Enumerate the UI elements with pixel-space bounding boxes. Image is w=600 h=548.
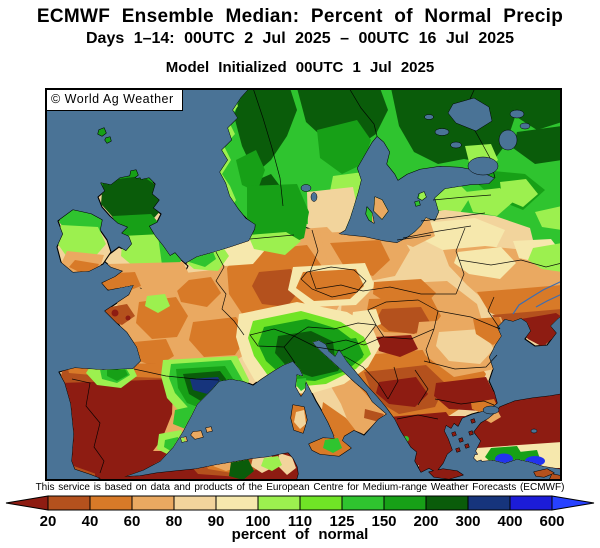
lakes [300,97,538,434]
rivers [512,280,562,315]
legend-arrow-left [5,495,49,511]
legend-segment [509,495,553,511]
country-borders [71,88,562,474]
legend-colorbar: 20 40 60 80 90 100 110 125 150 200 300 400 600 [5,495,595,530]
legend-segment [383,495,427,511]
model-init-line: Model Initialized 00UTC 1 Jul 2025 [165,59,435,76]
legend-segment [47,495,91,511]
valid-period-line: Days 1–14: 00UTC 2 Jul 2025 – 00UTC 16 J… [86,30,514,47]
europe-precip-map [45,88,562,481]
legend-arrow-right [551,495,595,511]
legend-segment [173,495,217,511]
map-frame [45,88,562,481]
page-title: ECMWF Ensemble Median: Percent of Normal… [36,6,564,27]
legend-tick-label: 100 [245,513,270,530]
legend-segment [131,495,175,511]
legend-segment [467,495,511,511]
legend-tick-label: 150 [371,513,396,530]
legend-tick-label: 600 [539,513,564,530]
legend-tick-label: 200 [413,513,438,530]
legend-tick-label: 60 [124,513,141,530]
legend-segment [299,495,343,511]
legend-segment [341,495,385,511]
legend-tick-label: 300 [455,513,480,530]
footer-disclaimer: This service is based on data and produc… [35,482,565,493]
legend-caption: percent of normal [231,526,369,543]
legend-segment [425,495,469,511]
watermark-label: © World Ag Weather [46,89,183,111]
legend-segment [257,495,301,511]
legend-tick-label: 125 [329,513,354,530]
legend-tick-label: 20 [40,513,57,530]
legend-tick-label: 110 [288,513,312,530]
legend-tick-label: 80 [166,513,183,530]
legend-segment [89,495,133,511]
legend-tick-label: 40 [82,513,99,530]
legend-tick-label: 90 [208,513,225,530]
map-container [45,88,562,481]
legend-segment [215,495,259,511]
legend-tick-label: 400 [497,513,522,530]
